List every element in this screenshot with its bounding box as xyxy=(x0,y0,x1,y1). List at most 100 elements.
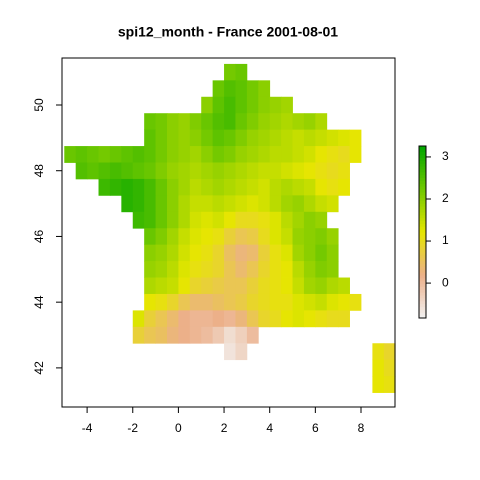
raster-cell xyxy=(132,310,145,328)
raster-cell xyxy=(201,113,214,131)
raster-cell xyxy=(132,211,145,229)
raster-cell xyxy=(178,146,191,163)
raster-cell xyxy=(383,376,396,393)
raster-cell xyxy=(121,195,134,213)
raster-cell xyxy=(144,326,156,344)
raster-cell xyxy=(315,162,328,180)
raster-cell xyxy=(178,261,191,278)
colorbar-swatch xyxy=(419,257,426,262)
raster-cell xyxy=(212,277,225,295)
raster-cell xyxy=(155,195,168,213)
raster-cell xyxy=(338,129,350,147)
raster-cell xyxy=(281,162,293,180)
colorbar-swatch xyxy=(419,223,426,227)
raster-cell xyxy=(132,178,145,196)
raster-cell xyxy=(246,129,259,147)
x-tick-label: 6 xyxy=(312,421,319,435)
raster-cell xyxy=(292,244,305,262)
raster-cell xyxy=(166,244,179,262)
raster-cell xyxy=(155,310,168,328)
raster-cell xyxy=(235,326,248,344)
colorbar-swatch xyxy=(419,283,426,287)
raster-cell xyxy=(144,211,156,229)
raster-cell xyxy=(87,162,99,180)
raster-cell xyxy=(383,359,396,377)
raster-cell xyxy=(189,293,202,311)
raster-cell xyxy=(246,293,259,311)
raster-cell xyxy=(144,129,156,147)
raster-cell xyxy=(281,293,293,311)
raster-cell xyxy=(269,146,282,163)
raster-cell xyxy=(189,178,202,196)
raster-cell xyxy=(303,146,316,163)
raster-cell xyxy=(338,277,350,295)
raster-cell xyxy=(315,293,328,311)
raster-cell xyxy=(235,244,248,262)
raster-cell xyxy=(326,129,339,147)
raster-cell xyxy=(166,293,179,311)
y-tick-label: 50 xyxy=(32,98,46,112)
raster-cell xyxy=(269,96,282,114)
raster-cell xyxy=(292,195,305,213)
colorbar-swatch xyxy=(419,171,426,176)
colorbar-swatch xyxy=(419,232,426,236)
raster-cell xyxy=(303,129,316,147)
colorbar-swatch xyxy=(419,206,426,210)
colorbar-tick-label: 2 xyxy=(442,191,449,205)
raster-cell xyxy=(281,228,293,246)
raster-cell xyxy=(235,195,248,213)
raster-cell xyxy=(269,178,282,196)
raster-cell xyxy=(212,228,225,246)
colorbar-swatch xyxy=(419,266,426,270)
raster-cell xyxy=(326,195,339,213)
raster-cell xyxy=(292,113,305,131)
raster-cell xyxy=(258,228,271,246)
raster-cell xyxy=(269,162,282,180)
colorbar-swatch xyxy=(419,260,426,265)
y-tick-label: 42 xyxy=(32,361,46,375)
raster-cell xyxy=(178,310,191,328)
colorbar-frame xyxy=(418,145,427,319)
colorbar-swatch xyxy=(419,280,426,285)
x-tick-label: 8 xyxy=(358,421,365,435)
raster-cell xyxy=(338,178,350,196)
raster-cell xyxy=(303,211,316,229)
raster-cell xyxy=(258,113,271,131)
raster-cell xyxy=(178,162,191,180)
raster-cell xyxy=(155,293,168,311)
raster-cell xyxy=(235,310,248,328)
raster-cell xyxy=(315,195,328,213)
raster-cell xyxy=(201,178,214,196)
raster-cell xyxy=(235,228,248,246)
colorbar-swatch xyxy=(419,168,426,173)
raster-cell xyxy=(269,195,282,213)
raster-cell xyxy=(315,228,328,246)
raster-cell xyxy=(189,326,202,344)
raster-cell xyxy=(281,195,293,213)
raster-cell xyxy=(269,211,282,229)
raster-cell xyxy=(303,310,316,328)
raster-cell xyxy=(303,113,316,131)
raster-cell xyxy=(224,310,236,328)
raster-cell xyxy=(269,310,282,328)
raster-cell xyxy=(201,261,214,278)
raster-cell xyxy=(144,310,156,328)
colorbar-swatch xyxy=(419,275,426,279)
raster-cell xyxy=(292,228,305,246)
raster-cell xyxy=(224,195,236,213)
raster-cell xyxy=(166,195,179,213)
raster-cell xyxy=(166,146,179,163)
raster-cell xyxy=(132,162,145,180)
raster-cell xyxy=(166,113,179,131)
raster-cell xyxy=(224,162,236,180)
raster-cell xyxy=(144,178,156,196)
colorbar-tick-label: 0 xyxy=(442,275,449,289)
raster-cell xyxy=(224,277,236,295)
raster-cell xyxy=(166,261,179,278)
colorbar-swatch xyxy=(419,160,426,164)
raster-cell xyxy=(144,146,156,163)
raster-cell xyxy=(269,228,282,246)
raster-cell xyxy=(201,310,214,328)
raster-cell xyxy=(212,80,225,98)
raster-cell xyxy=(178,228,191,246)
